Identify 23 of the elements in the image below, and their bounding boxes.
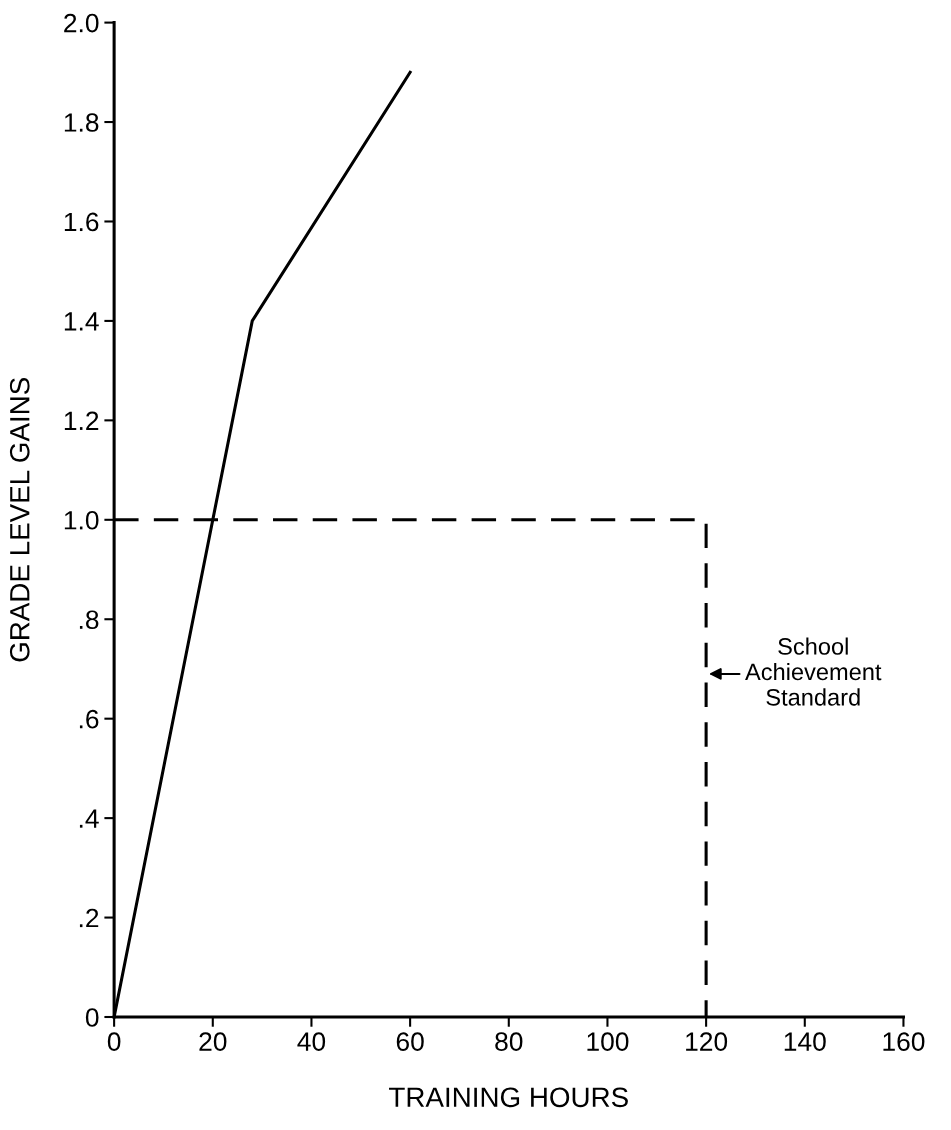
x-tick-label: 60 <box>396 1032 424 1051</box>
y-tick-label: 0 <box>85 1008 99 1027</box>
x-tick-label: 140 <box>784 1032 826 1051</box>
x-tick-label: 0 <box>107 1032 121 1051</box>
x-tick-label: 80 <box>495 1032 523 1051</box>
x-tick-label: 160 <box>883 1032 925 1051</box>
y-tick-label: .6 <box>79 709 99 729</box>
y-tick-label: .2 <box>79 908 99 928</box>
y-tick-label: 1.4 <box>64 312 99 331</box>
y-tick-label: 2.0 <box>64 13 99 33</box>
x-axis-title: TRAINING HOURS <box>389 1087 628 1108</box>
y-axis-title: GRADE LEVEL GAINS <box>9 378 30 662</box>
x-tick-label: 120 <box>686 1032 728 1051</box>
y-tick-label: 1.8 <box>64 113 99 132</box>
x-tick-label: 40 <box>297 1032 326 1051</box>
annotation: School Achievement Standard <box>745 637 882 706</box>
y-tick-label: 1.0 <box>64 510 99 530</box>
x-tick-label: 100 <box>587 1032 629 1051</box>
x-tick-label: 20 <box>199 1032 227 1051</box>
y-tick-label: .8 <box>79 610 99 630</box>
y-tick-label: 1.6 <box>64 212 99 232</box>
y-tick-label: 1.2 <box>64 411 99 430</box>
y-tick-label: .4 <box>79 809 99 828</box>
